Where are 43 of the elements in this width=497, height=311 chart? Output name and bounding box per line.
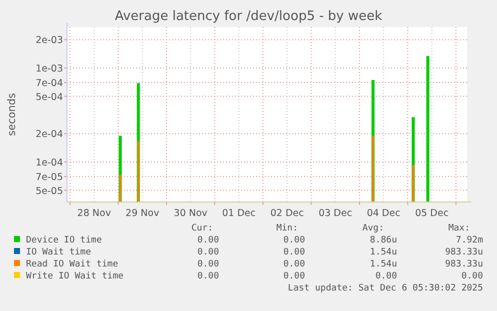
x-tick-label: 29 Nov — [126, 208, 160, 219]
y-tick-label: 1e-03 — [36, 63, 63, 74]
text: Avg: — [362, 224, 384, 234]
legend-label: Device IO time — [26, 236, 102, 246]
x-tick-label: 02 Dec — [270, 208, 304, 219]
text: 0.00 — [197, 260, 219, 270]
x-tick-label: 03 Dec — [318, 208, 352, 219]
y-tick-label: 5e-04 — [36, 92, 63, 103]
y-tick-label: 1e-04 — [36, 157, 63, 168]
legend-label: Read IO Wait time — [26, 260, 118, 270]
text: 0.00 — [283, 272, 305, 282]
text: 0.00 — [283, 248, 305, 258]
y-tick-label: 7e-04 — [36, 78, 63, 90]
x-tick-label: 04 Dec — [366, 208, 400, 219]
text: 8.86u — [370, 236, 397, 246]
text: 983.33u — [445, 260, 483, 270]
text: 0.00 — [197, 272, 219, 282]
text: Last update: Sat Dec 6 05:30:02 2025 — [288, 284, 483, 294]
text: Cur: — [191, 224, 213, 234]
y-tick-label: 7e-05 — [36, 172, 63, 184]
x-tick-label: 05 Dec — [415, 208, 449, 219]
text: 0.00 — [197, 248, 219, 258]
legend-label: IO Wait time — [26, 248, 92, 258]
legend-label: Write IO Wait time — [26, 272, 124, 282]
y-axis-title: seconds — [6, 93, 18, 136]
y-tick-label: 2e-03 — [36, 35, 63, 46]
text: 0.00 — [375, 272, 397, 282]
y-tick-label: 5e-05 — [36, 186, 63, 197]
y-tick-label: 2e-04 — [36, 129, 63, 140]
text: 0.00 — [283, 260, 305, 270]
text: Min: — [276, 224, 298, 234]
text: 983.33u — [445, 248, 483, 258]
text: 0.00 — [461, 272, 483, 282]
text: 0.00 — [283, 236, 305, 246]
text: 1.54u — [370, 260, 397, 270]
text: 7.92m — [456, 236, 483, 246]
text: Max: — [448, 224, 470, 234]
text: 1.54u — [370, 248, 397, 258]
chart-title: Average latency for /dev/loop5 - by week — [114, 9, 383, 24]
x-tick-label: 30 Nov — [174, 208, 208, 219]
x-tick-label: 01 Dec — [222, 208, 256, 219]
x-tick-label: 28 Nov — [77, 208, 112, 219]
text: 0.00 — [197, 236, 219, 246]
